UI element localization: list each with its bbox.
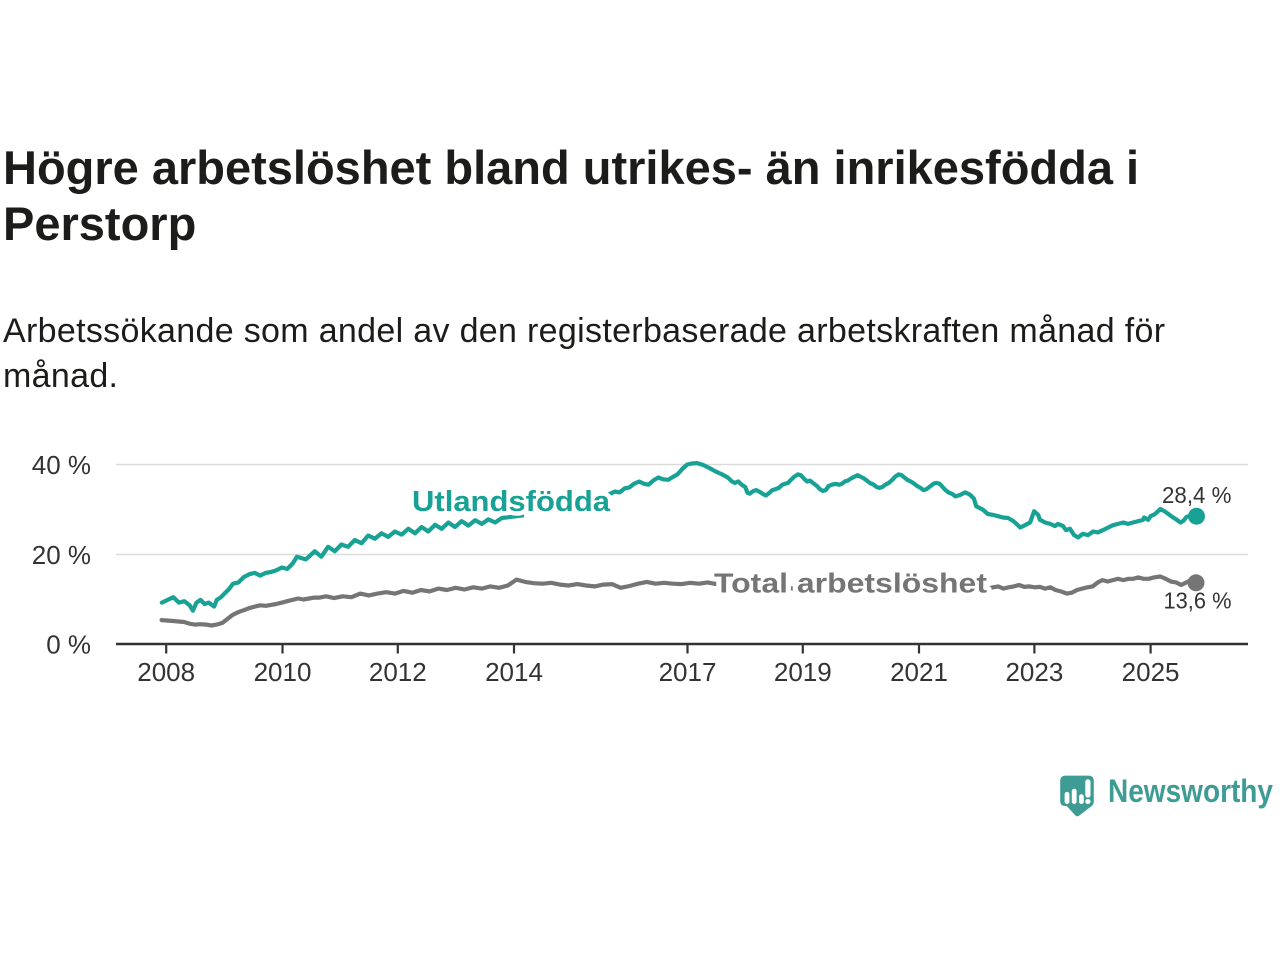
svg-text:40 %: 40 % (32, 450, 91, 480)
svg-text:2014: 2014 (485, 657, 543, 687)
svg-text:20 %: 20 % (32, 540, 91, 570)
svg-text:2010: 2010 (254, 657, 312, 687)
svg-text:0 %: 0 % (46, 630, 91, 660)
svg-text:2012: 2012 (369, 657, 427, 687)
svg-text:2021: 2021 (890, 657, 948, 687)
svg-text:Utlandsfödda: Utlandsfödda (412, 486, 611, 518)
svg-text:28,4 %: 28,4 % (1162, 482, 1232, 508)
svg-text:2017: 2017 (659, 657, 717, 687)
svg-text:2023: 2023 (1005, 657, 1063, 687)
svg-text:2008: 2008 (137, 657, 195, 687)
svg-text:Total arbetslöshet: Total arbetslöshet (714, 568, 987, 599)
svg-text:2025: 2025 (1122, 657, 1180, 687)
svg-text:2019: 2019 (774, 657, 832, 687)
svg-text:Newsworthy: Newsworthy (1108, 773, 1273, 809)
svg-text:13,6 %: 13,6 % (1164, 588, 1232, 614)
